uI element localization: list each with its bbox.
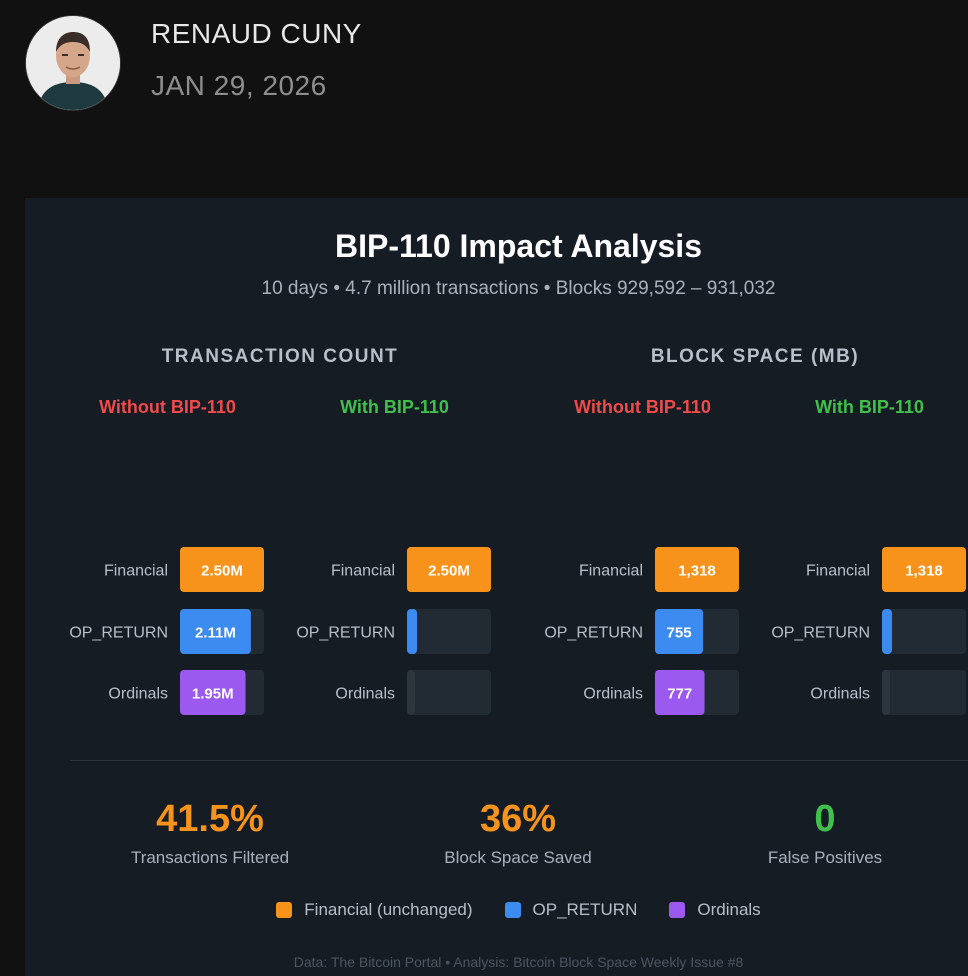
data-label-op-return-tx-without: 2.11M — [195, 625, 236, 642]
category-label-ordinals-tx-without: Ordinals — [108, 686, 168, 703]
section-heading-block-space: BLOCK SPACE (MB) — [650, 346, 860, 367]
data-label-ordinals-tx-without: 1.95M — [192, 686, 234, 703]
author-name[interactable]: RENAUD CUNY — [151, 18, 362, 49]
legend-swatch-op-return — [504, 902, 521, 918]
bar-track-op-return-tx-with — [407, 609, 491, 654]
author-avatar[interactable] — [25, 15, 121, 111]
bar-track-op-return-bs-with — [882, 609, 966, 654]
stat-value-saved: 36% — [479, 798, 557, 840]
category-label-op-return-bs-with: OP_RETURN — [771, 625, 870, 642]
divider — [70, 760, 968, 761]
card-subtitle: 10 days • 4.7 million transactions • Blo… — [261, 278, 776, 299]
legend-label-ordinals: Ordinals — [697, 900, 761, 919]
stat-value-filtered: 41.5% — [156, 798, 264, 840]
col-head-tx-with: With BIP-110 — [340, 397, 449, 417]
person-icon — [26, 16, 120, 110]
category-label-financial-bs-without: Financial — [579, 563, 643, 580]
col-head-bs-without: Without BIP-110 — [574, 397, 711, 417]
legend-item-ordinals: Ordinals — [669, 900, 761, 920]
legend-item-financial: Financial (unchanged) — [276, 900, 473, 920]
legend-swatch-financial — [276, 902, 293, 918]
data-label-financial-bs-without: 1,318 — [678, 563, 716, 580]
category-label-op-return-tx-without: OP_RETURN — [69, 625, 168, 642]
bar-op-return-tx-without[interactable] — [180, 609, 251, 654]
stat-label-saved: Block Space Saved — [444, 848, 592, 867]
data-label-financial-tx-without: 2.50M — [201, 563, 243, 580]
bar-financial-tx-with[interactable] — [407, 547, 491, 592]
stat-label-filtered: Transactions Filtered — [130, 848, 290, 867]
category-label-financial-tx-without: Financial — [104, 563, 168, 580]
bar-ordinals-tx-with[interactable] — [407, 670, 415, 715]
data-label-ordinals-bs-without: 777 — [667, 686, 692, 703]
section-heading-tx-count: TRANSACTION COUNT — [161, 346, 399, 367]
bar-op-return-bs-with[interactable] — [882, 609, 892, 654]
legend-label-financial: Financial (unchanged) — [304, 900, 473, 919]
bar-charts: Financial 2.50M OP_RETURN 2.11M Ordinals 1.95… — [69, 547, 966, 715]
category-label-ordinals-bs-with: Ordinals — [810, 686, 870, 703]
legend-label-op-return: OP_RETURN — [532, 900, 638, 919]
bar-track-ordinals-bs-with — [882, 670, 966, 715]
category-label-ordinals-bs-without: Ordinals — [583, 686, 643, 703]
category-label-ordinals-tx-with: Ordinals — [335, 686, 395, 703]
legend-item-op-return: OP_RETURN — [504, 900, 638, 920]
bar-ordinals-bs-with[interactable] — [882, 670, 890, 715]
legend-swatch-ordinals — [669, 902, 686, 918]
category-label-op-return-bs-without: OP_RETURN — [544, 625, 643, 642]
data-label-op-return-bs-without: 755 — [667, 625, 692, 642]
bar-ordinals-tx-without[interactable] — [180, 670, 246, 715]
impact-card: BIP-110 Impact Analysis 10 days • 4.7 mi… — [25, 198, 968, 976]
legend: Financial (unchanged) OP_RETURN Ordinals — [25, 900, 968, 920]
bar-ordinals-bs-without[interactable] — [655, 670, 705, 715]
category-label-op-return-tx-with: OP_RETURN — [296, 625, 395, 642]
data-label-financial-bs-with: 1,318 — [905, 563, 943, 580]
data-label-financial-tx-with: 2.50M — [428, 563, 470, 580]
bar-financial-tx-without[interactable] — [180, 547, 264, 592]
col-head-tx-without: Without BIP-110 — [99, 397, 236, 417]
col-head-bs-with: With BIP-110 — [815, 397, 924, 417]
bar-op-return-bs-without[interactable] — [655, 609, 704, 654]
publish-date: JAN 29, 2026 — [151, 70, 327, 101]
category-label-financial-bs-with: Financial — [806, 563, 870, 580]
category-label-financial-tx-with: Financial — [331, 563, 395, 580]
stat-value-false-positives: 0 — [814, 798, 836, 840]
bar-track-ordinals-tx-with — [407, 670, 491, 715]
bar-op-return-tx-with[interactable] — [407, 609, 417, 654]
footer-credit: Data: The Bitcoin Portal • Analysis: Bit… — [293, 954, 744, 970]
card-title: BIP-110 Impact Analysis — [335, 228, 702, 264]
stat-label-false-positives: False Positives — [767, 848, 883, 867]
bar-financial-bs-with[interactable] — [882, 547, 966, 592]
bar-financial-bs-without[interactable] — [655, 547, 739, 592]
